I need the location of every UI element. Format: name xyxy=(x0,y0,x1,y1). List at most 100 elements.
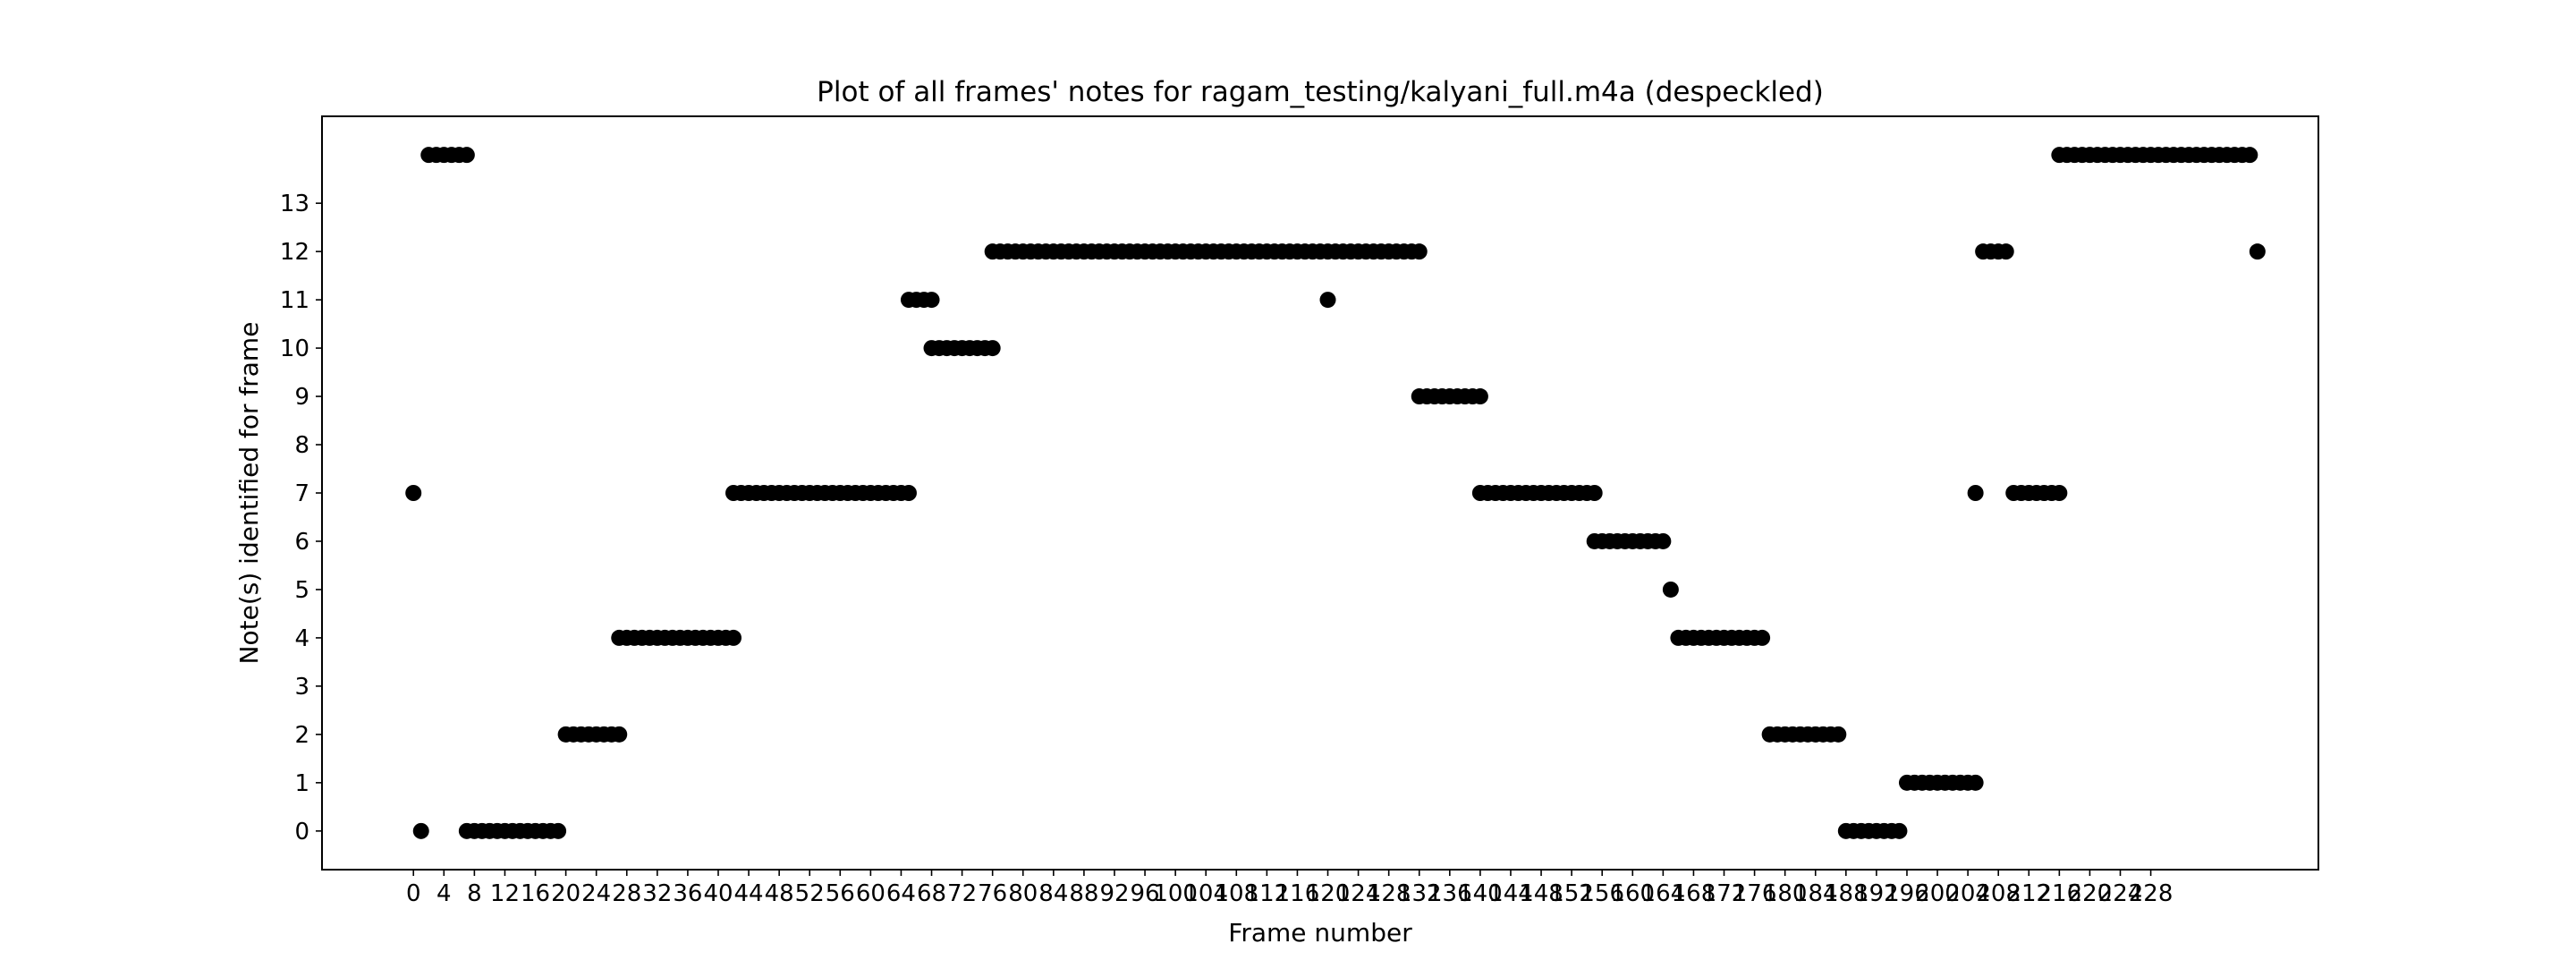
x-tick-label: 140 xyxy=(1458,880,1503,907)
x-tick-label: 68 xyxy=(917,880,946,907)
data-point xyxy=(1967,774,1984,791)
data-point xyxy=(2051,485,2068,501)
y-tick-label: 6 xyxy=(294,529,309,556)
x-tick-label: 120 xyxy=(1306,880,1351,907)
x-tick-label: 76 xyxy=(978,880,1007,907)
x-tick-label: 104 xyxy=(1183,880,1228,907)
x-tick-label: 224 xyxy=(2098,880,2143,907)
x-tick-label: 188 xyxy=(1824,880,1868,907)
y-tick-label: 0 xyxy=(294,819,309,845)
x-tick-label: 220 xyxy=(2068,880,2113,907)
y-tick-label: 12 xyxy=(280,239,309,266)
x-tick-label: 0 xyxy=(406,880,421,907)
x-tick-label: 200 xyxy=(1915,880,1960,907)
data-point xyxy=(1754,629,1771,646)
y-tick-label: 4 xyxy=(294,625,309,652)
y-tick-label: 13 xyxy=(280,191,309,217)
data-point xyxy=(2249,243,2266,260)
x-tick-label: 24 xyxy=(581,880,611,907)
x-tick-label: 124 xyxy=(1336,880,1381,907)
x-tick-label: 88 xyxy=(1069,880,1098,907)
x-tick-label: 92 xyxy=(1099,880,1129,907)
x-tick-label: 96 xyxy=(1131,880,1160,907)
x-tick-label: 160 xyxy=(1610,880,1655,907)
data-point xyxy=(1471,388,1488,405)
y-tick-label: 2 xyxy=(294,722,309,749)
x-tick-label: 40 xyxy=(703,880,733,907)
data-point xyxy=(1411,243,1428,260)
x-tick-label: 128 xyxy=(1367,880,1411,907)
x-tick-label: 148 xyxy=(1519,880,1563,907)
x-tick-label: 228 xyxy=(2129,880,2174,907)
data-point xyxy=(611,726,628,743)
y-tick-label: 8 xyxy=(294,432,309,459)
data-point xyxy=(2241,147,2258,164)
x-tick-label: 184 xyxy=(1793,880,1838,907)
x-tick-label: 20 xyxy=(551,880,580,907)
x-tick-label: 64 xyxy=(886,880,916,907)
x-tick-label: 172 xyxy=(1702,880,1747,907)
x-tick-label: 216 xyxy=(2038,880,2082,907)
x-tick-label: 108 xyxy=(1214,880,1258,907)
x-tick-label: 176 xyxy=(1733,880,1777,907)
y-tick-label: 7 xyxy=(294,480,309,507)
data-points xyxy=(405,147,2266,839)
data-point xyxy=(412,822,429,839)
x-tick-label: 192 xyxy=(1854,880,1899,907)
data-point xyxy=(1830,726,1847,743)
y-tick-label: 10 xyxy=(280,336,309,362)
data-point xyxy=(1891,822,1908,839)
data-point xyxy=(1319,292,1336,309)
x-tick-label: 28 xyxy=(612,880,641,907)
x-tick-label: 36 xyxy=(673,880,702,907)
data-point xyxy=(458,147,475,164)
y-tick-label: 11 xyxy=(280,287,309,314)
x-tick-label: 16 xyxy=(521,880,550,907)
x-tick-label: 164 xyxy=(1641,880,1686,907)
data-point xyxy=(1967,485,1984,501)
y-axis-label: Note(s) identified for frame xyxy=(234,322,264,665)
x-tick-label: 212 xyxy=(2006,880,2051,907)
x-tick-label: 44 xyxy=(734,880,764,907)
x-tick-label: 52 xyxy=(795,880,825,907)
y-tick-label: 1 xyxy=(294,770,309,797)
x-axis-ticks: 0 4 8 12 16 20 24 28 32 36 40 44 48 52 56 60 64 68 72 76 80 8… xyxy=(406,870,2173,907)
x-tick-label: 72 xyxy=(947,880,977,907)
x-tick-label: 32 xyxy=(642,880,672,907)
x-tick-label: 112 xyxy=(1245,880,1290,907)
data-point xyxy=(1997,243,2014,260)
x-tick-label: 84 xyxy=(1038,880,1068,907)
x-tick-label: 152 xyxy=(1549,880,1594,907)
x-tick-label: 12 xyxy=(490,880,520,907)
data-point xyxy=(984,340,1001,357)
data-point xyxy=(923,292,940,309)
x-tick-label: 132 xyxy=(1397,880,1442,907)
data-point xyxy=(550,822,567,839)
x-axis-label: Frame number xyxy=(1228,918,1412,947)
data-point xyxy=(405,485,422,501)
x-tick-label: 208 xyxy=(1976,880,2021,907)
x-tick-label: 144 xyxy=(1488,880,1533,907)
x-tick-label: 116 xyxy=(1275,880,1320,907)
y-tick-label: 3 xyxy=(294,674,309,701)
x-tick-label: 204 xyxy=(1945,880,1990,907)
x-tick-label: 56 xyxy=(826,880,855,907)
x-tick-label: 136 xyxy=(1428,880,1472,907)
x-tick-label: 48 xyxy=(765,880,794,907)
x-tick-label: 80 xyxy=(1008,880,1038,907)
y-tick-label: 9 xyxy=(294,384,309,411)
chart-title: Plot of all frames' notes for ragam_test… xyxy=(817,76,1824,108)
x-tick-label: 100 xyxy=(1153,880,1198,907)
data-point xyxy=(900,485,917,501)
data-point xyxy=(1655,532,1672,549)
data-point xyxy=(1662,581,1679,598)
data-point xyxy=(1586,485,1603,501)
x-tick-label: 180 xyxy=(1763,880,1808,907)
x-tick-label: 168 xyxy=(1672,880,1716,907)
y-tick-label: 5 xyxy=(294,577,309,604)
x-tick-label: 196 xyxy=(1885,880,1929,907)
x-tick-label: 8 xyxy=(467,880,482,907)
